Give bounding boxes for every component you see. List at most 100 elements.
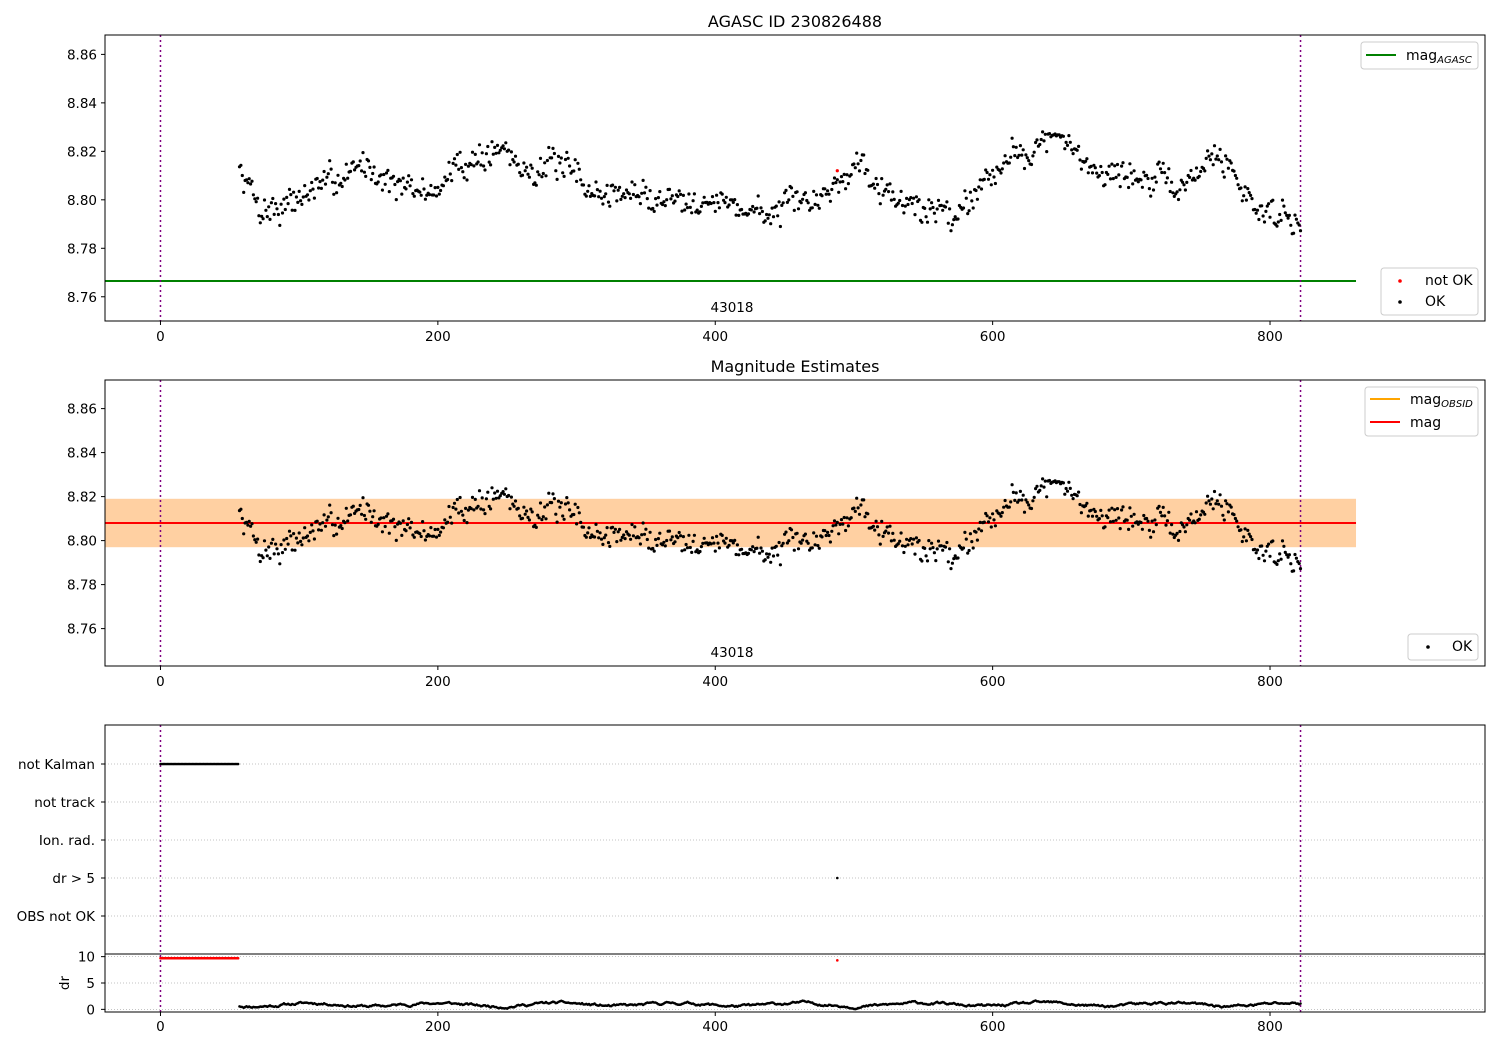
ok-point — [662, 540, 666, 544]
ok-point — [803, 532, 808, 536]
ok-point — [1244, 539, 1248, 543]
ok-point — [328, 503, 332, 507]
ok-point — [1017, 498, 1021, 502]
ok-point — [1176, 197, 1181, 202]
ok-point — [1061, 134, 1065, 138]
ok-point — [642, 532, 647, 536]
ok-point — [1035, 484, 1039, 488]
ok-point — [1149, 535, 1153, 539]
ok-point — [662, 200, 666, 204]
ok-point — [319, 528, 323, 532]
ok-point — [1242, 535, 1246, 539]
ok-point — [945, 540, 949, 545]
ok-point — [713, 209, 717, 213]
x-tick-label: 0 — [156, 329, 165, 345]
ok-point — [1286, 216, 1290, 220]
ok-point — [1221, 170, 1225, 174]
ok-point — [534, 525, 538, 530]
ok-point — [755, 546, 759, 550]
ok-point — [622, 533, 626, 537]
ok-point — [801, 197, 805, 201]
ok-point — [412, 535, 416, 539]
dr-tick-label: 0 — [86, 1002, 95, 1018]
ok-point — [774, 544, 778, 548]
ok-point — [407, 174, 411, 178]
ok-point — [866, 168, 870, 172]
ok-point — [247, 177, 251, 181]
ok-point — [491, 497, 495, 501]
ok-point — [1095, 514, 1099, 518]
ok-point — [887, 190, 891, 194]
ok-point — [326, 515, 330, 519]
ok-point — [541, 171, 545, 176]
ok-point — [508, 507, 512, 511]
ok-point — [469, 507, 473, 511]
ok-point — [939, 203, 943, 207]
ok-point — [382, 516, 386, 520]
ok-point — [1211, 507, 1215, 511]
ok-point — [323, 524, 328, 528]
ok-point — [529, 507, 533, 511]
ok-point — [835, 520, 839, 525]
ok-point — [364, 174, 368, 178]
ok-point — [1287, 553, 1291, 557]
ok-point — [1175, 531, 1179, 536]
ok-point — [262, 198, 267, 202]
y-tick-label: 8.86 — [67, 402, 97, 418]
ok-point — [645, 537, 649, 542]
ok-point — [826, 530, 830, 535]
ok-point — [588, 194, 593, 198]
ok-point — [975, 197, 980, 201]
ok-point — [835, 178, 839, 182]
ok-point — [290, 548, 294, 552]
ok-point — [1170, 180, 1174, 184]
ok-point — [326, 172, 330, 176]
legend-agasc-label: magAGASC — [1406, 48, 1472, 66]
ok-point — [770, 206, 774, 210]
ok-point — [971, 206, 975, 210]
ok-point — [1063, 492, 1067, 496]
y-tick-label: 8.84 — [67, 446, 97, 462]
ok-point — [616, 188, 620, 192]
ok-point — [1110, 506, 1114, 510]
ok-point — [988, 173, 992, 177]
ok-point — [1064, 140, 1068, 144]
ok-point — [984, 168, 988, 172]
ok-point — [789, 528, 794, 532]
ok-point — [871, 182, 876, 186]
ok-point — [1075, 494, 1079, 498]
ok-point — [1161, 505, 1165, 509]
y-tick-label: 8.86 — [67, 47, 97, 63]
ok-point — [616, 530, 620, 534]
ok-point — [998, 512, 1002, 516]
not-ok-point — [835, 169, 839, 173]
ok-point — [667, 529, 672, 533]
ok-point — [1149, 194, 1153, 198]
ok-point — [461, 513, 465, 517]
ok-point — [450, 179, 454, 183]
ok-point — [667, 187, 672, 191]
ok-point — [1275, 224, 1279, 228]
ok-point — [842, 172, 846, 176]
ok-point — [731, 541, 735, 545]
ok-point — [749, 548, 753, 552]
ok-point — [1136, 522, 1140, 526]
ok-point — [1219, 504, 1224, 508]
ok-point — [1021, 148, 1025, 152]
ok-point — [758, 212, 762, 216]
ok-point — [751, 545, 755, 549]
ok-point — [404, 187, 408, 191]
ok-point — [321, 178, 325, 182]
ok-point — [362, 170, 366, 174]
ok-point — [1041, 477, 1045, 481]
ok-point — [1009, 500, 1013, 504]
ok-point — [853, 509, 857, 513]
ok-point — [305, 534, 310, 538]
ok-point — [627, 533, 631, 537]
ok-point — [830, 187, 834, 192]
ok-point — [1002, 505, 1006, 509]
ok-point — [1125, 518, 1129, 522]
ok-point — [665, 538, 669, 543]
ok-point — [419, 534, 423, 539]
ok-point — [1042, 485, 1046, 489]
